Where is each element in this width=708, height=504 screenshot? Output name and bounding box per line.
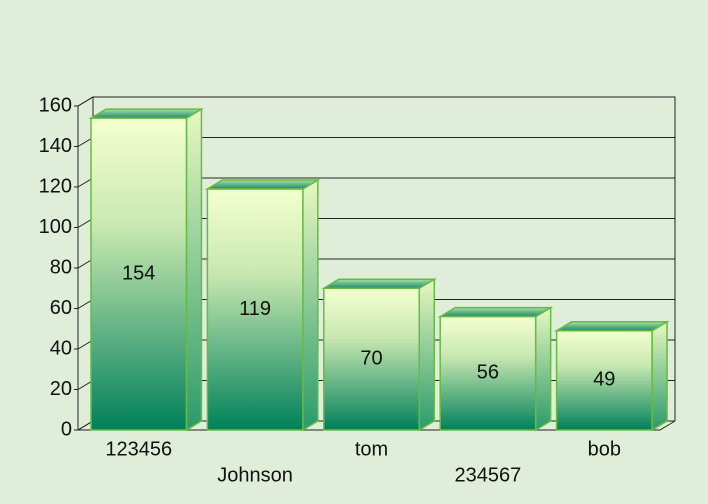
value-label: 119 (239, 298, 271, 320)
bar-front (90, 117, 188, 431)
y-tick-label: 160 (39, 94, 72, 116)
y-tick-label: 120 (39, 175, 72, 197)
grid-line (77, 96, 675, 107)
value-label: 49 (593, 369, 615, 391)
bar-side (534, 306, 552, 432)
bar-side (185, 107, 203, 432)
bar (88, 107, 205, 432)
bar-front (555, 330, 653, 431)
bar-side (418, 277, 435, 432)
bar (321, 277, 437, 432)
y-tick-label: 20 (50, 378, 72, 400)
bar (553, 320, 670, 432)
y-tick-label: 100 (39, 216, 72, 238)
bar-top (553, 321, 670, 332)
x-tick-label: 234567 (455, 464, 522, 486)
y-tick-label: 60 (50, 297, 72, 319)
bar-side (651, 320, 668, 432)
bar-top (437, 306, 554, 318)
bar-top (321, 278, 437, 289)
bar-front (439, 315, 537, 431)
value-label: 154 (122, 262, 155, 284)
x-tick-label: 123456 (105, 438, 172, 460)
value-label: 56 (477, 362, 499, 384)
x-tick-label: tom (355, 438, 388, 460)
bar-front (206, 188, 304, 431)
y-tick-label: 140 (39, 135, 72, 157)
y-tick-label: 80 (50, 256, 72, 278)
bar-top (88, 108, 205, 119)
bar-side (302, 178, 319, 432)
value-label: 70 (360, 347, 382, 369)
x-tick-label: bob (588, 438, 621, 460)
x-tick-label: Johnson (217, 464, 293, 486)
bar (204, 178, 321, 432)
y-tick-label: 0 (61, 418, 72, 440)
y-tick-label: 40 (50, 337, 72, 359)
bar-top (204, 179, 321, 190)
bar (437, 306, 554, 432)
bar-front (323, 287, 420, 431)
